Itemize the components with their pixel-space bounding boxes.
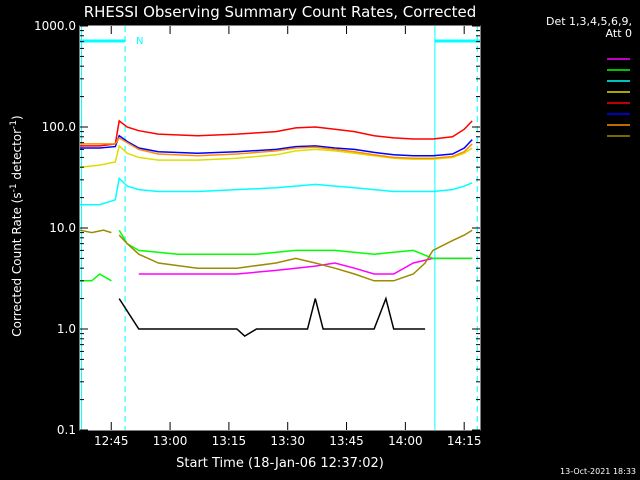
legend-entry-label: 25 - 50 keV (540, 75, 603, 88)
y-axis-label-mid: detector (10, 129, 24, 184)
x-tick-label: 13:30 (270, 434, 305, 448)
legend-entry-label: 12 - 25 keV (540, 64, 603, 77)
y-axis-label-exp1: -1 (9, 183, 19, 192)
series-line (118, 296, 426, 338)
legend-entry-label: 100 - 300 keV (526, 97, 603, 110)
series-line (80, 176, 473, 206)
legend-att: Att 0 (606, 27, 632, 40)
y-tick-label: 0.1 (57, 423, 76, 437)
x-tick-label: 13:15 (212, 434, 247, 448)
series-line (80, 136, 473, 160)
y-tick-label: 100.0 (42, 120, 76, 134)
x-ticks: 12:45 13:00 13:15 13:30 13:45 14:00 14:15 (94, 26, 482, 448)
legend-entry-label: 6 - 12 keV (547, 53, 603, 66)
series-lines (79, 119, 473, 338)
legend-entry-label: 7000 - 15000 keV (505, 130, 603, 143)
y-tick-label: 1000.0 (34, 19, 76, 33)
y-axis-label-main: Corrected Count Rate (s (10, 192, 24, 336)
series-line (80, 134, 473, 157)
y-tick-label: 1.0 (57, 322, 76, 336)
series-line (80, 119, 473, 147)
y-axis-label: Corrected Count Rate (s-1 detector-1) (9, 115, 24, 336)
svg-text:Corrected Count Rate (s-1 dete: Corrected Count Rate (s-1 detector-1) (9, 115, 24, 336)
x-tick-label: 13:45 (329, 434, 364, 448)
chart-title: RHESSI Observing Summary Count Rates, Co… (84, 3, 477, 21)
y-tick-label: 10.0 (49, 221, 76, 235)
series-line (79, 144, 473, 168)
x-tick-label: 14:00 (388, 434, 423, 448)
night-label: N (136, 36, 143, 47)
x-tick-label: 13:00 (153, 434, 188, 448)
plot-background (79, 25, 481, 431)
legend-entry-label: 3 - 6 keV (554, 42, 603, 55)
series-line (80, 229, 473, 282)
y-axis-label-exp2: -1 (9, 120, 19, 129)
legend-entry-label: 300 - 800 keV (526, 108, 603, 121)
x-axis-label: Start Time (18-Jan-06 12:37:02) (176, 456, 384, 471)
plot-area (79, 25, 481, 431)
x-tick-label: 14:15 (447, 434, 482, 448)
legend-entry-label: 800 - 7000 keV (519, 119, 603, 132)
x-tick-label: 12:45 (94, 434, 129, 448)
timestamp: 13-Oct-2021 18:33 (560, 467, 636, 476)
series-line (79, 229, 473, 282)
y-ticks: 1000.0 100.0 10.0 1.0 0.1 (34, 19, 480, 437)
legend-header: Det 1,3,4,5,6,9, (546, 15, 632, 28)
legend-entry-label: 50 - 100 keV (533, 86, 603, 99)
y-axis-label-end: ) (10, 115, 24, 120)
